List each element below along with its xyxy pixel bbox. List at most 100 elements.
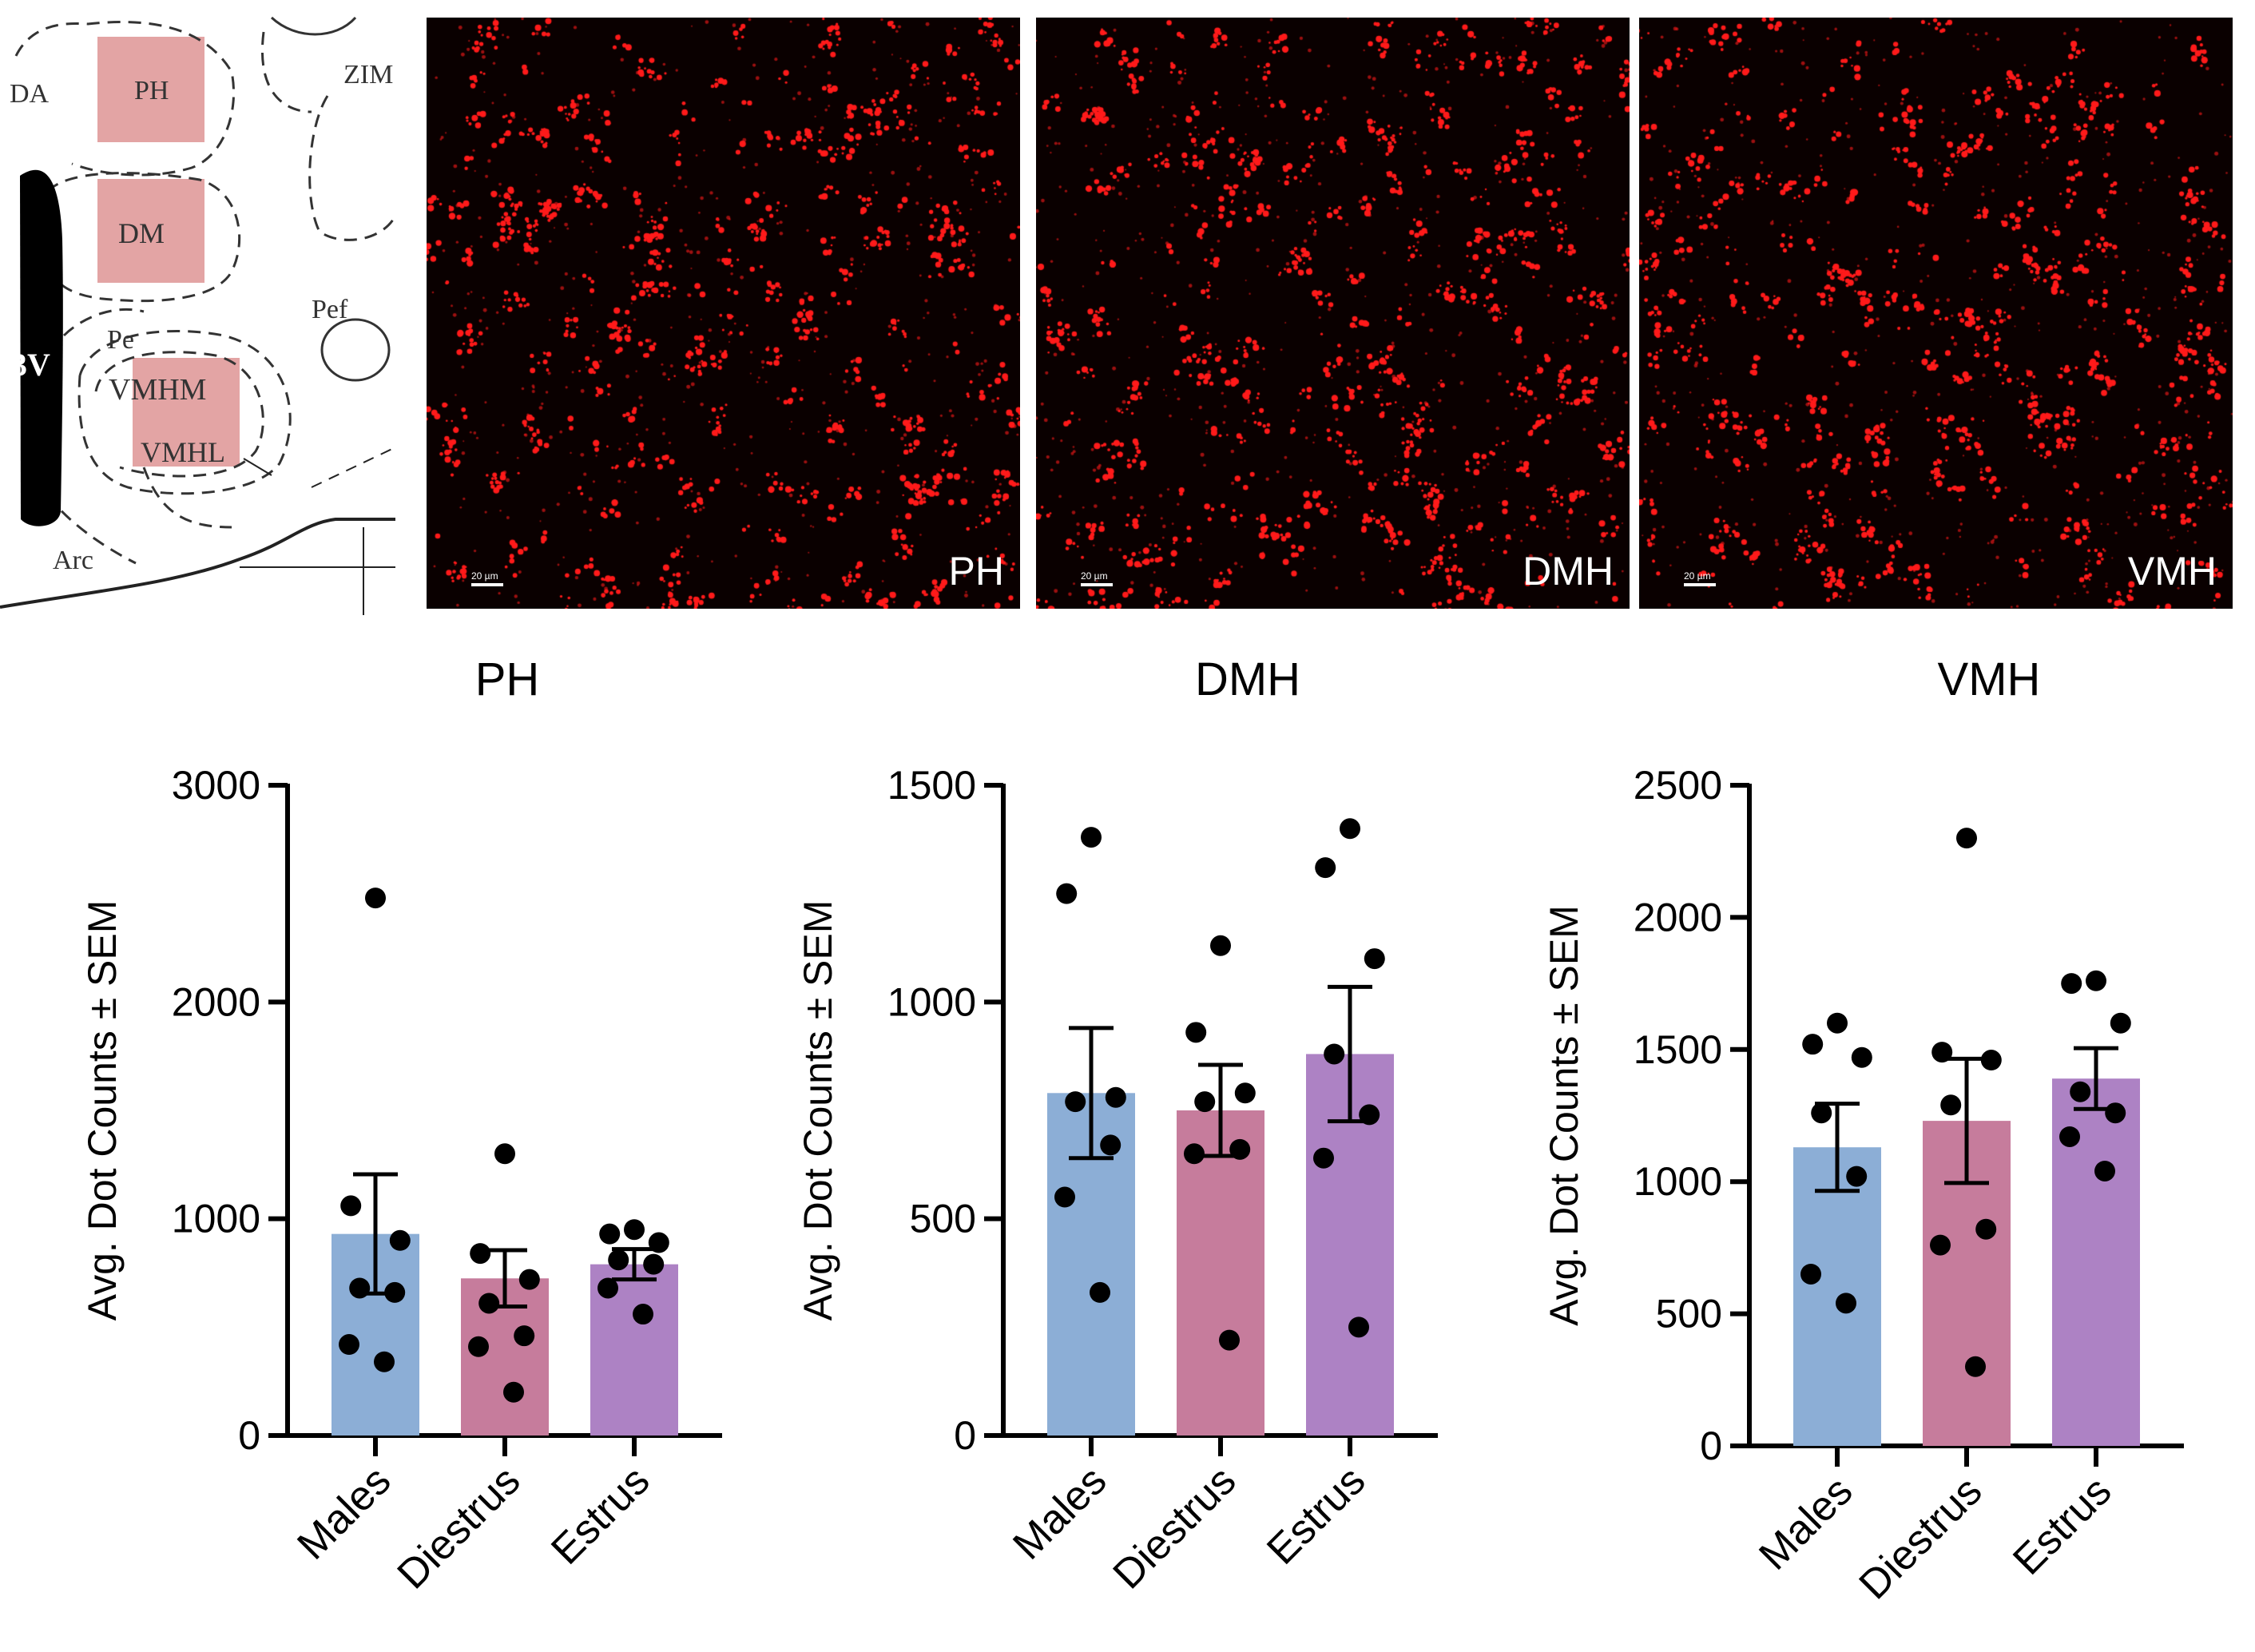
x-tick-label-males: Males	[1004, 1457, 1115, 1568]
brain-atlas-schematic: DA PH ZIM DM Pef Pe 3V VMHM VMHL Arc	[0, 16, 397, 615]
micrograph-dmh: 20 µm DMH	[1036, 18, 1630, 609]
x-tick-label-estrus: Estrus	[2004, 1467, 2120, 1583]
rnascope-dots-dmh	[1036, 18, 1630, 609]
atlas-label-dm: DM	[118, 217, 165, 249]
data-point	[1836, 1293, 1856, 1314]
data-point	[1940, 1094, 1962, 1116]
data-point	[340, 1195, 362, 1217]
y-axis-label: Avg. Dot Counts ± SEM	[796, 900, 840, 1321]
x-tick-label-estrus: Estrus	[542, 1457, 658, 1573]
data-point	[1359, 1104, 1380, 1126]
y-tick-label: 0	[1700, 1424, 1722, 1468]
y-tick-label: 1500	[1634, 1027, 1722, 1072]
bar-charts: PH Avg. Dot Counts ± SEM 0 1000 2000 3000 Male…	[80, 653, 2184, 1608]
x-tick-label-diestrus: Diestrus	[1105, 1457, 1245, 1598]
y-tick-label: 2000	[172, 979, 260, 1024]
data-point	[648, 1232, 669, 1253]
data-point	[599, 1223, 621, 1245]
data-point	[1965, 1356, 1986, 1377]
data-point	[624, 1219, 645, 1241]
micrograph-label-dmh: DMH	[1523, 549, 1614, 594]
data-point	[1054, 1186, 1075, 1208]
data-point	[1229, 1138, 1251, 1160]
y-axis-label: Avg. Dot Counts ± SEM	[1542, 905, 1586, 1326]
data-point	[1930, 1234, 1951, 1256]
y-tick-label: 2500	[1634, 763, 1722, 808]
data-point	[1065, 1091, 1086, 1113]
atlas-label-arc: Arc	[53, 546, 93, 575]
data-point	[1811, 1102, 1832, 1124]
x-tick-label-estrus: Estrus	[1258, 1457, 1374, 1573]
data-point	[1851, 1046, 1872, 1068]
y-tick-label: 500	[1656, 1292, 1722, 1336]
data-point	[2105, 1102, 2126, 1124]
scale-bar-label: 20 µm	[1684, 570, 1711, 582]
data-point	[1340, 818, 1360, 840]
y-tick-label: 500	[910, 1197, 976, 1241]
micrograph-vmh: 20 µm VMH	[1639, 18, 2233, 609]
y-tick-label: 2000	[1634, 895, 1722, 939]
scale-bar	[1081, 583, 1113, 586]
data-point	[2086, 970, 2106, 991]
chart-title: VMH	[1938, 653, 2041, 705]
rnascope-dots-ph	[427, 18, 1020, 609]
chart-title: DMH	[1195, 653, 1300, 705]
data-point	[1184, 1143, 1205, 1165]
data-point	[1056, 883, 1078, 904]
micrograph-label-vmh: VMH	[2127, 549, 2217, 594]
atlas-label-da: DA	[10, 79, 50, 109]
atlas-label-vmhm: VMHM	[109, 373, 206, 407]
atlas-label-ph: PH	[134, 76, 169, 105]
data-point	[1800, 1263, 1821, 1285]
data-point	[1185, 1022, 1207, 1043]
data-point	[1348, 1316, 1369, 1338]
data-point	[339, 1334, 359, 1356]
micrograph-label-ph: PH	[948, 549, 1004, 594]
data-point	[494, 1143, 515, 1165]
chart-dmh: DMH Avg. Dot Counts ± SEM 0 500 1000 1500 Male…	[796, 653, 1438, 1598]
data-point	[1219, 1329, 1240, 1351]
y-tick-label: 1000	[887, 979, 976, 1024]
scale-bar	[1684, 583, 1716, 586]
data-point	[374, 1351, 395, 1372]
data-point	[1324, 1043, 1345, 1065]
atlas-label-zim: ZIM	[343, 60, 393, 89]
x-tick-label-diestrus: Diestrus	[1851, 1467, 1991, 1608]
data-point	[1846, 1166, 1868, 1187]
data-point	[1827, 1012, 1848, 1034]
data-point	[389, 1229, 411, 1251]
y-tick-label: 1000	[1634, 1159, 1722, 1204]
dm-highlight	[97, 179, 204, 283]
data-point	[468, 1336, 489, 1357]
atlas-label-vmhl: VMHL	[141, 436, 225, 468]
scale-bar-label: 20 µm	[1081, 570, 1108, 582]
data-point	[1105, 1086, 1126, 1108]
data-point	[1210, 935, 1231, 956]
data-point	[470, 1243, 491, 1265]
x-tick-label-diestrus: Diestrus	[389, 1457, 530, 1598]
data-point	[1931, 1042, 1953, 1063]
ph-highlight	[97, 37, 204, 142]
chart-vmh: VMH Avg. Dot Counts ± SEM 0 500 1000 1500 2000…	[1542, 653, 2184, 1608]
bar-diestrus	[1177, 1110, 1264, 1436]
y-tick-label: 0	[954, 1413, 976, 1458]
data-point	[1980, 1050, 2002, 1071]
data-point	[2070, 1081, 2091, 1102]
x-tick-label-males: Males	[288, 1457, 399, 1568]
data-point	[608, 1249, 629, 1271]
y-tick-label: 1000	[172, 1197, 260, 1241]
data-point	[384, 1281, 406, 1303]
data-point	[1234, 1082, 1256, 1104]
data-point	[503, 1381, 524, 1403]
y-tick-label: 3000	[172, 763, 260, 808]
data-point	[2110, 1012, 2131, 1034]
x-tick-label-males: Males	[1750, 1467, 1861, 1579]
data-point	[1956, 828, 1977, 849]
data-point	[1975, 1218, 1997, 1240]
atlas-label-pef: Pef	[312, 295, 348, 324]
data-point	[1315, 857, 1336, 879]
vmh-highlight	[133, 358, 240, 467]
scale-bar-label: 20 µm	[471, 570, 498, 582]
data-point	[2061, 973, 2082, 995]
data-point	[478, 1293, 500, 1314]
